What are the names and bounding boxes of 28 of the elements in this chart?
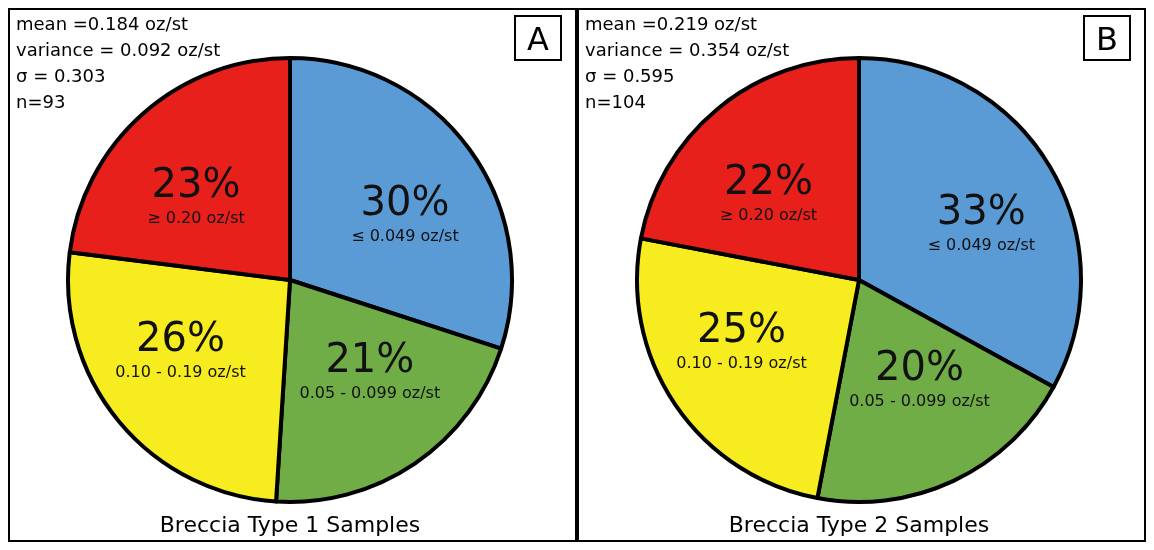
slice-label: 0.10 - 0.19 oz/st bbox=[676, 353, 807, 373]
data-label: 20% bbox=[875, 343, 964, 390]
text: n=93 bbox=[16, 91, 66, 112]
text: mean =0.219 oz/st bbox=[585, 13, 758, 34]
data-label: 22% bbox=[723, 157, 813, 204]
slice-label: 0.05 - 0.099 oz/st bbox=[849, 391, 990, 411]
text: B bbox=[1096, 20, 1118, 58]
text: Breccia Type 1 Samples bbox=[159, 512, 421, 537]
text: variance = 0.092 oz/st bbox=[16, 39, 221, 60]
slice-label: 0.05 - 0.099 oz/st bbox=[299, 382, 441, 402]
data-label: 25% bbox=[697, 305, 786, 352]
data-label: 33% bbox=[936, 186, 1026, 233]
data-label: 21% bbox=[325, 334, 415, 381]
data-label: 23% bbox=[151, 159, 241, 206]
data-label: 30% bbox=[360, 177, 450, 224]
text: variance = 0.354 oz/st bbox=[585, 39, 790, 60]
text: A bbox=[527, 20, 550, 58]
slice-label: 0.10 - 0.19 oz/st bbox=[115, 361, 246, 381]
data-label: 26% bbox=[136, 313, 225, 360]
slice-label: ≤ 0.049 oz/st bbox=[351, 225, 459, 245]
text: Breccia Type 2 Samples bbox=[728, 512, 990, 537]
text: σ = 0.595 bbox=[585, 65, 675, 86]
text: mean =0.184 oz/st bbox=[16, 13, 189, 34]
slice-label: ≤ 0.049 oz/st bbox=[927, 234, 1036, 254]
slice-label: ≥ 0.20 oz/st bbox=[147, 207, 245, 227]
text: n=104 bbox=[585, 91, 646, 112]
text: σ = 0.303 bbox=[16, 65, 106, 86]
slice-label: ≥ 0.20 oz/st bbox=[719, 205, 818, 225]
